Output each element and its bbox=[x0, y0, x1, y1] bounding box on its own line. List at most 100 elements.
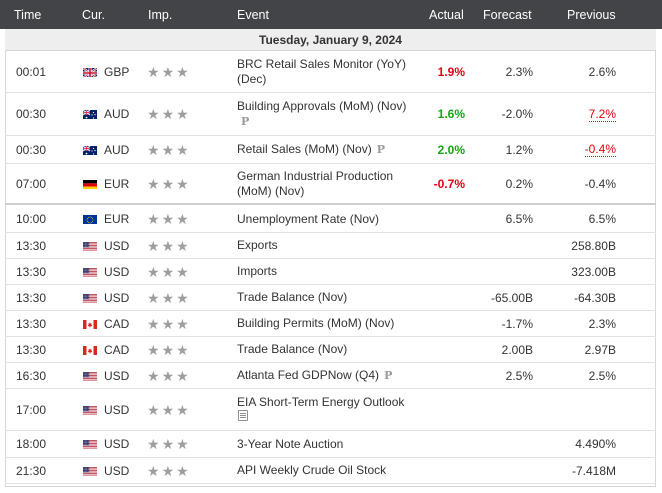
forecast-value: 2.5% bbox=[505, 368, 533, 383]
forecast-value: 2.3% bbox=[505, 64, 533, 79]
forecast-value: 2.00B bbox=[501, 342, 533, 357]
importance-stars: ★ ★ ★ bbox=[147, 389, 189, 430]
header-importance[interactable]: Imp. bbox=[148, 8, 173, 22]
previous-value: 2.6% bbox=[588, 64, 616, 79]
header-actual[interactable]: Actual bbox=[429, 8, 464, 22]
us-flag-icon bbox=[83, 431, 97, 457]
importance-stars: ★ ★ ★ bbox=[147, 233, 189, 258]
event-line: Building Approvals (MoM) (Nov) bbox=[237, 99, 407, 113]
star-icon: ★ bbox=[176, 315, 189, 332]
us-flag-icon bbox=[83, 285, 97, 310]
event-line: German Industrial Production bbox=[237, 168, 394, 183]
event-name[interactable]: Exports bbox=[237, 233, 417, 258]
event-name[interactable]: API Weekly Crude Oil Stock bbox=[237, 458, 417, 483]
importance-stars: ★ ★ ★ bbox=[147, 206, 189, 232]
header-currency[interactable]: Cur. bbox=[82, 8, 105, 22]
table-row[interactable]: 13:30 CAD ★ ★ ★ Building Permits (MoM) (Nov) -… bbox=[5, 311, 656, 337]
importance-stars: ★ ★ ★ bbox=[147, 285, 189, 310]
event-currency: EUR bbox=[104, 212, 130, 226]
event-name[interactable]: Building Approvals (MoM) (Nov) P bbox=[237, 93, 417, 135]
event-name[interactable]: German Industrial Production (MoM) (Nov) bbox=[237, 164, 417, 203]
us-flag-icon bbox=[83, 363, 97, 388]
previous-value: 2.5% bbox=[588, 368, 616, 383]
us-flag-icon bbox=[83, 458, 97, 483]
table-row[interactable]: 00:01 GBP ★ ★ ★ BRC Retail Sales Monitor (YoY… bbox=[5, 51, 656, 93]
preliminary-icon: P bbox=[376, 143, 385, 156]
star-icon: ★ bbox=[147, 211, 160, 227]
importance-stars: ★ ★ ★ bbox=[147, 93, 189, 135]
header-time[interactable]: Time bbox=[14, 8, 42, 22]
forecast-value: 6.5% bbox=[505, 212, 533, 226]
event-name[interactable]: Trade Balance (Nov) bbox=[237, 285, 417, 310]
us-flag-icon bbox=[83, 233, 97, 258]
importance-stars: ★ ★ ★ bbox=[147, 164, 189, 203]
star-icon: ★ bbox=[161, 289, 175, 306]
table-row[interactable]: 13:30 USD ★ ★ ★ Trade Balance (Nov) -65.00B -64… bbox=[5, 285, 656, 311]
table-row[interactable]: 13:30 CAD ★ ★ ★ Trade Balance (Nov) 2.00B 2.97B bbox=[5, 337, 656, 363]
star-icon: ★ bbox=[147, 175, 160, 192]
event-line: P bbox=[237, 114, 406, 129]
forecast-value: -1.7% bbox=[501, 316, 533, 331]
table-row[interactable]: 21:30 USD ★ ★ ★ API Weekly Crude Oil Stock -7.… bbox=[5, 458, 656, 484]
table-row[interactable]: 07:00 EUR ★ ★ ★ German Industrial Production(… bbox=[5, 164, 656, 205]
table-header: Time Cur. Imp. Event Actual Forecast Pre… bbox=[0, 0, 662, 29]
event-line: BRC Retail Sales Monitor (YoY) bbox=[237, 56, 406, 71]
table-row[interactable]: 17:00 USD ★ ★ ★ EIA Short-Term Energy Outlook bbox=[5, 389, 656, 431]
event-currency: USD bbox=[104, 290, 130, 305]
star-icon: ★ bbox=[147, 106, 160, 122]
de-flag-icon bbox=[83, 164, 97, 203]
event-time: 21:30 bbox=[16, 463, 47, 478]
star-icon: ★ bbox=[176, 436, 189, 452]
table-row[interactable]: 00:30 AUD ★ ★ ★ Retail Sales (MoM) (Nov) P 2.0%… bbox=[5, 136, 656, 164]
speech-icon[interactable] bbox=[238, 409, 248, 421]
table-row[interactable]: 13:30 USD ★ ★ ★ Exports 258.80B bbox=[5, 233, 656, 259]
event-name[interactable]: Building Permits (MoM) (Nov) bbox=[237, 311, 417, 336]
importance-stars: ★ ★ ★ bbox=[147, 431, 189, 457]
previous-value: 2.3% bbox=[588, 316, 616, 331]
star-icon: ★ bbox=[147, 141, 160, 158]
event-line: EIA Short-Term Energy Outlook bbox=[237, 394, 405, 409]
table-row[interactable]: 13:30 USD ★ ★ ★ Imports 323.00B bbox=[5, 259, 656, 285]
event-name[interactable]: 3-Year Note Auction bbox=[237, 431, 417, 457]
event-name[interactable]: EIA Short-Term Energy Outlook bbox=[237, 389, 417, 430]
star-icon: ★ bbox=[176, 289, 189, 306]
previous-value: -0.4% bbox=[584, 142, 616, 157]
star-icon: ★ bbox=[176, 175, 189, 192]
gb-flag-icon bbox=[83, 51, 97, 92]
header-previous[interactable]: Previous bbox=[567, 8, 616, 22]
previous-value bbox=[536, 389, 616, 430]
event-time: 13:30 bbox=[16, 316, 47, 331]
star-icon: ★ bbox=[161, 436, 175, 452]
star-icon: ★ bbox=[161, 106, 175, 122]
previous-value: -7.418M bbox=[571, 463, 616, 478]
event-name[interactable]: Imports bbox=[237, 259, 417, 284]
star-icon: ★ bbox=[147, 263, 160, 280]
importance-stars: ★ ★ ★ bbox=[147, 311, 189, 336]
event-time: 13:30 bbox=[16, 290, 47, 305]
event-name[interactable]: Trade Balance (Nov) bbox=[237, 337, 417, 362]
au-flag-icon bbox=[83, 93, 97, 135]
header-forecast[interactable]: Forecast bbox=[483, 8, 532, 22]
event-name[interactable]: Unemployment Rate (Nov) bbox=[237, 206, 417, 232]
star-icon: ★ bbox=[161, 341, 175, 358]
event-time: 16:30 bbox=[16, 368, 47, 383]
forecast-value bbox=[453, 431, 533, 457]
date-row: Tuesday, January 9, 2024 bbox=[5, 29, 656, 51]
event-name[interactable]: Atlanta Fed GDPNow (Q4) P bbox=[237, 363, 417, 388]
table-row[interactable]: 00:30 AUD ★ ★ ★ Building Approvals (MoM) (Nov… bbox=[5, 93, 656, 136]
preliminary-icon: P bbox=[241, 115, 250, 128]
event-name[interactable]: BRC Retail Sales Monitor (YoY) (Dec) bbox=[237, 51, 417, 92]
previous-value: 258.80B bbox=[571, 238, 616, 253]
table-row[interactable]: 10:00 EUR ★ ★ ★ Unemployment Rate (Nov) 6.5% 6.… bbox=[5, 206, 656, 233]
table-row[interactable]: 18:00 USD ★ ★ ★ 3-Year Note Auction 4.490% bbox=[5, 431, 656, 458]
star-icon: ★ bbox=[147, 462, 160, 479]
header-event[interactable]: Event bbox=[237, 8, 269, 22]
importance-stars: ★ ★ ★ bbox=[147, 259, 189, 284]
event-name[interactable]: Retail Sales (MoM) (Nov) P bbox=[237, 136, 417, 163]
importance-stars: ★ ★ ★ bbox=[147, 363, 189, 388]
previous-value: 7.2% bbox=[588, 106, 616, 122]
actual-value: 2.0% bbox=[437, 142, 465, 157]
star-icon: ★ bbox=[161, 367, 175, 384]
table-row[interactable]: 16:30 USD ★ ★ ★ Atlanta Fed GDPNow (Q4) P 2.5% 2… bbox=[5, 363, 656, 389]
star-icon: ★ bbox=[161, 315, 175, 332]
